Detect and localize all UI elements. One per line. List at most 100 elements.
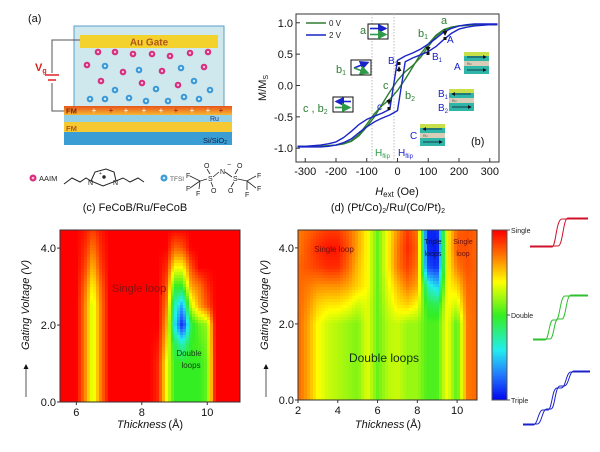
heatmap-cell: [331, 293, 335, 297]
heatmap-cell: [93, 278, 97, 282]
heatmap-cell: [126, 242, 130, 246]
heatmap-cell: [84, 344, 88, 348]
heatmap-cell: [75, 383, 79, 387]
heatmap-cell: [141, 281, 145, 285]
heatmap-cell: [198, 296, 202, 300]
heatmap-cell: [180, 377, 184, 381]
heatmap-cell: [171, 314, 175, 318]
heatmap-cell: [328, 296, 332, 300]
heatmap-cell: [316, 296, 320, 300]
heatmap-cell: [234, 317, 238, 321]
heatmap-cell: [171, 341, 175, 345]
heatmap-cell: [129, 389, 133, 393]
heatmap-cell: [69, 287, 73, 291]
heatmap-cell: [144, 326, 148, 330]
heatmap-cell: [174, 368, 178, 372]
heatmap-cell: [231, 287, 235, 291]
heatmap-cell: [156, 257, 160, 261]
heatmap-cell: [237, 302, 241, 306]
heatmap-cell: [114, 275, 118, 279]
heatmap-cell: [385, 290, 389, 294]
heatmap-cell: [156, 278, 160, 282]
heatmap-cell: [213, 344, 217, 348]
heatmap-cell: [126, 398, 130, 402]
heatmap-cell: [186, 371, 190, 375]
heatmap-cell: [213, 383, 217, 387]
heatmap-cell: [60, 257, 64, 261]
heatmap-cell: [448, 239, 452, 243]
heatmap-cell: [337, 242, 341, 246]
heatmap-cell: [177, 245, 181, 249]
heatmap-cell: [75, 329, 79, 333]
heatmap-cell: [90, 257, 94, 261]
heatmap-cell: [352, 278, 356, 282]
heatmap-cell: [228, 320, 232, 324]
heatmap-cell: [72, 317, 76, 321]
heatmap-cell: [75, 290, 79, 294]
heatmap-cell: [189, 269, 193, 273]
heatmap-cell: [403, 272, 407, 276]
heatmap-cell: [198, 347, 202, 351]
heatmap-cell: [183, 335, 187, 339]
heatmap-cell: [210, 257, 214, 261]
heatmap-cell: [132, 305, 136, 309]
heatmap-cell: [454, 260, 458, 264]
heatmap-cell: [138, 341, 142, 345]
heatmap-cell: [162, 359, 166, 363]
heatmap-cell: [159, 245, 163, 249]
heatmap-cell: [111, 302, 115, 306]
heatmap-cell: [168, 251, 172, 255]
heatmap-cell: [126, 332, 130, 336]
heatmap-cell: [442, 245, 446, 249]
heatmap-cell: [96, 311, 100, 315]
heatmap-cell: [141, 353, 145, 357]
heatmap-cell: [409, 284, 413, 288]
heatmap-cell: [352, 284, 356, 288]
heatmap-cell: [174, 254, 178, 258]
heatmap-cell: [168, 353, 172, 357]
heatmap-cell: [168, 359, 172, 363]
heatmap-cell: [463, 236, 467, 240]
heatmap-cell: [63, 248, 67, 252]
curves-b: [297, 23, 498, 148]
heatmap-cell: [63, 290, 67, 294]
heatmap-cell: [126, 275, 130, 279]
heatmap-cell: [111, 305, 115, 309]
heatmap-cell: [165, 308, 169, 312]
heatmap-cell: [225, 338, 229, 342]
heatmap-cell: [153, 260, 157, 264]
heatmap-cell: [105, 323, 109, 327]
heatmap-cell: [192, 248, 196, 252]
heatmap-cell: [129, 374, 133, 378]
heatmap-cell: [361, 230, 365, 234]
heatmap-cell: [171, 389, 175, 393]
heatmap-cell: [165, 248, 169, 252]
heatmap-cell: [328, 230, 332, 234]
heatmap-cell: [201, 335, 205, 339]
heatmap-cell: [138, 305, 142, 309]
heatmap-cell: [99, 236, 103, 240]
heatmap-cell: [78, 284, 82, 288]
heatmap-cell: [406, 275, 410, 279]
heatmap-cell: [129, 320, 133, 324]
heatmap-cell: [439, 230, 443, 234]
heatmap-cell: [153, 248, 157, 252]
heatmap-cell: [162, 308, 166, 312]
heatmap-cell: [69, 380, 73, 384]
heatmap-cell: [87, 275, 91, 279]
heatmap-cell: [207, 236, 211, 240]
heatmap-cell: [319, 254, 323, 258]
heatmap-cell: [99, 248, 103, 252]
heatmap-cell: [472, 260, 476, 264]
heatmap-cell: [412, 275, 416, 279]
heatmap-cell: [177, 392, 181, 396]
heatmap-cell: [379, 257, 383, 261]
heatmap-cell: [78, 233, 82, 237]
heatmap-cell: [222, 278, 226, 282]
heatmap-cell: [328, 290, 332, 294]
heatmap-cell: [201, 371, 205, 375]
heatmap-cell: [132, 395, 136, 399]
heatmap-cell: [165, 284, 169, 288]
heatmap-cell: [138, 353, 142, 357]
heatmap-cell: [376, 236, 380, 240]
